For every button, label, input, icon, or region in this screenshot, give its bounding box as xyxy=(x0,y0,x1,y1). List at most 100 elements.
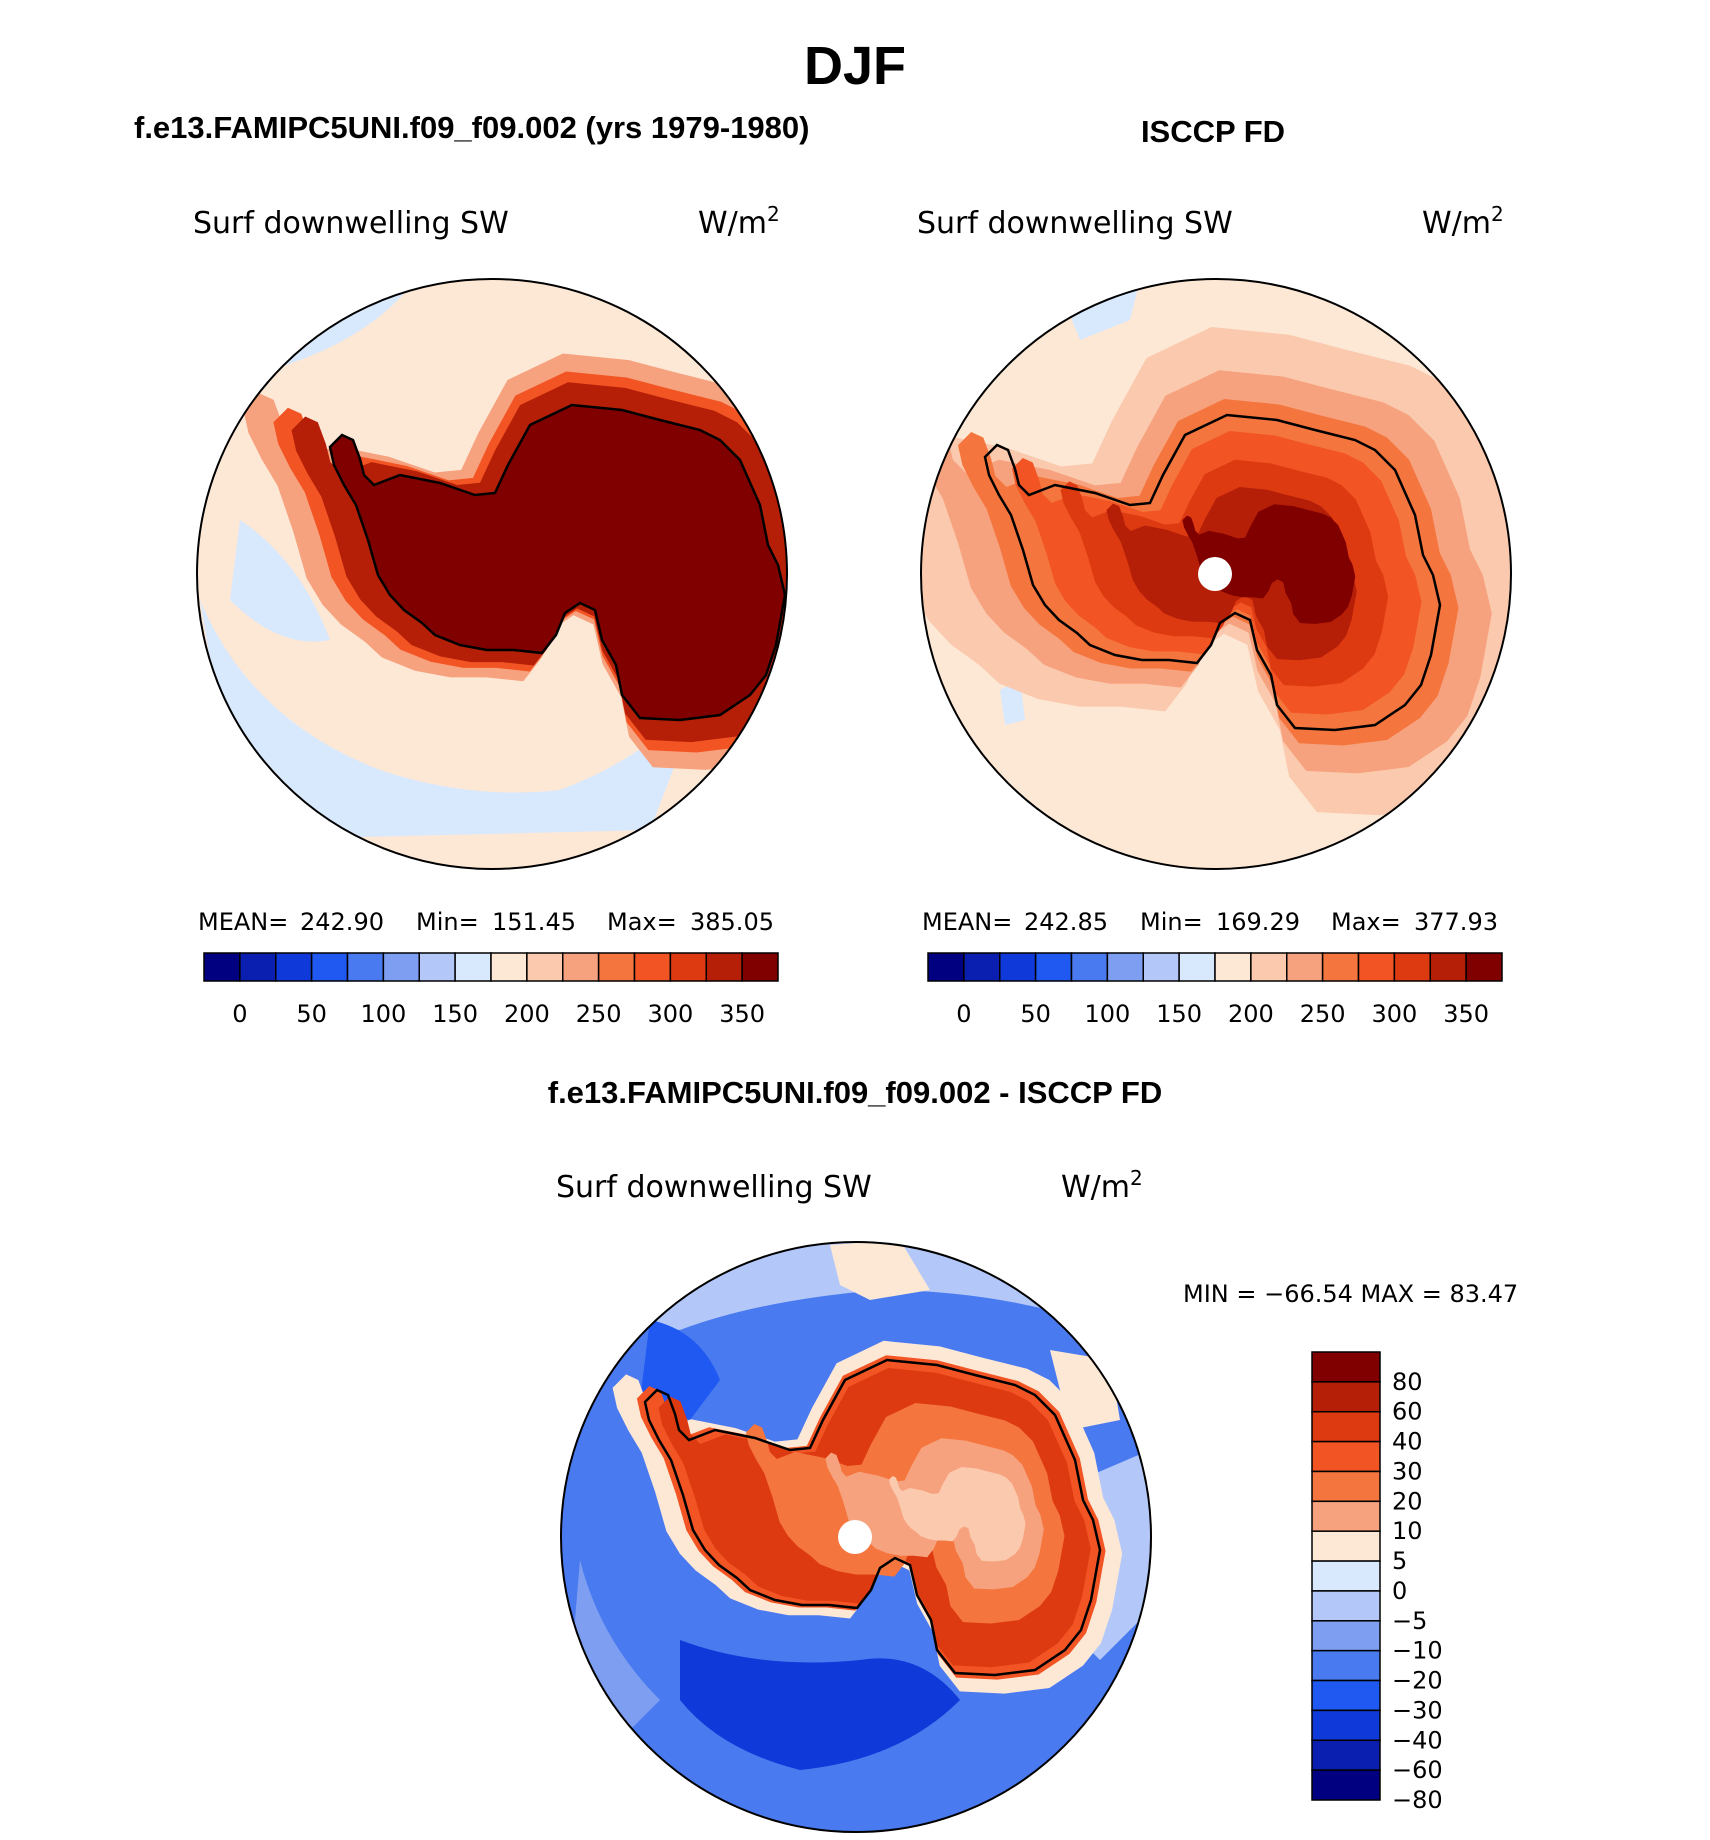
model-colorbar-swatch xyxy=(382,952,420,982)
diff-colorbar-swatch xyxy=(1311,1769,1381,1801)
diff-units-label: W/m2 xyxy=(1061,1166,1143,1205)
model-colorbar-swatch xyxy=(203,952,241,982)
obs-stats: MEAN= 242.85 Min= 169.29 Max= 377.93 xyxy=(922,908,1498,936)
model-units-label: W/m2 xyxy=(698,202,780,241)
diff-colorbar-swatch xyxy=(1311,1709,1381,1742)
diff-positive-patch-north xyxy=(830,1242,930,1300)
obs-colorbar-swatch xyxy=(1429,952,1467,982)
obs-variable-label: Surf downwelling SW xyxy=(917,206,1233,241)
diff-colorbar-tick-label: 20 xyxy=(1392,1487,1423,1515)
diff-colorbar-tick-label: −5 xyxy=(1392,1607,1427,1635)
diff-colorbar-swatch xyxy=(1311,1500,1381,1532)
model-colorbar-swatch xyxy=(310,952,349,982)
model-colorbar-swatch xyxy=(526,952,564,982)
diff-colorbar-tick-label: 10 xyxy=(1392,1517,1423,1545)
obs-colorbar: 0 50 100 150 200 250 300 350 xyxy=(927,952,1503,1028)
diff-colorbar-swatch xyxy=(1311,1381,1381,1413)
obs-colorbar-tick-label: 0 xyxy=(956,1000,971,1028)
diff-colorbar-swatch xyxy=(1311,1530,1381,1562)
diff-minmax-label: MIN = −66.54 MAX = 83.47 xyxy=(1183,1280,1518,1308)
obs-panel-heading: ISCCP FD xyxy=(1141,114,1285,149)
model-colorbar-swatch xyxy=(633,952,672,982)
diff-colorbar-swatch xyxy=(1311,1351,1381,1383)
model-colorbar-swatch xyxy=(275,952,313,982)
diff-colorbar-swatch xyxy=(1311,1410,1381,1443)
obs-panel: ISCCP FD Surf downwelling SW W/m2 MEAN= … xyxy=(917,114,1512,1028)
figure-title: DJF xyxy=(804,36,906,96)
model-colorbar-tick-label: 350 xyxy=(719,1000,765,1028)
model-panel: f.e13.FAMIPC5UNI.f09_f09.002 (yrs 1979-1… xyxy=(134,110,809,1028)
model-panel-heading: f.e13.FAMIPC5UNI.f09_f09.002 (yrs 1979-1… xyxy=(134,110,809,145)
obs-min-value: 169.29 xyxy=(1216,908,1300,936)
model-min-value: 151.45 xyxy=(492,908,576,936)
model-colorbar-tick-label: 50 xyxy=(296,1000,327,1028)
diff-colorbar-tick-label: −60 xyxy=(1392,1756,1443,1784)
diff-colorbar-tick-label: −20 xyxy=(1392,1667,1443,1695)
diff-colorbar-swatch xyxy=(1311,1679,1381,1712)
obs-colorbar-tick-label: 350 xyxy=(1443,1000,1489,1028)
obs-colorbar-tick-label: 50 xyxy=(1020,1000,1051,1028)
obs-missing-pole xyxy=(1198,557,1232,591)
model-low-sw-patch xyxy=(230,520,330,642)
obs-colorbar-swatch xyxy=(1142,952,1180,982)
obs-max-value: 377.93 xyxy=(1414,908,1498,936)
model-colorbar-swatch xyxy=(597,952,636,982)
obs-colorbar-swatch xyxy=(1393,952,1431,982)
diff-colorbar-swatch xyxy=(1311,1620,1381,1652)
model-colorbar-swatch xyxy=(454,952,492,982)
diff-colorbar-tick-label: 0 xyxy=(1392,1577,1407,1605)
model-mean-value: 242.90 xyxy=(300,908,384,936)
diff-panel-heading: f.e13.FAMIPC5UNI.f09_f09.002 - ISCCP FD xyxy=(548,1075,1162,1110)
model-colorbar-tick-label: 0 xyxy=(232,1000,247,1028)
obs-colorbar-swatch xyxy=(927,952,965,982)
model-max-label: Max= xyxy=(607,908,677,936)
model-mean-label: MEAN= xyxy=(198,908,288,936)
obs-colorbar-swatch xyxy=(1250,952,1288,982)
model-colorbar-swatch xyxy=(669,952,707,982)
diff-colorbar-tick-label: −10 xyxy=(1392,1637,1443,1665)
obs-colorbar-tick-label: 100 xyxy=(1084,1000,1130,1028)
obs-colorbar-swatch xyxy=(1106,952,1144,982)
model-max-value: 385.05 xyxy=(690,908,774,936)
model-min-label: Min= xyxy=(416,908,479,936)
obs-colorbar-swatch xyxy=(1178,952,1216,982)
obs-colorbar-tick-label: 250 xyxy=(1300,1000,1346,1028)
obs-min-label: Min= xyxy=(1140,908,1203,936)
diff-map xyxy=(561,1242,1151,1832)
diff-panel: f.e13.FAMIPC5UNI.f09_f09.002 - ISCCP FD … xyxy=(548,1075,1518,1833)
obs-map-border xyxy=(920,278,1512,870)
model-colorbar-tick-label: 300 xyxy=(647,1000,693,1028)
model-map-border xyxy=(196,278,788,870)
model-colorbar-tick-label: 100 xyxy=(360,1000,406,1028)
model-colorbar: 0 50 100 150 200 250 300 350 xyxy=(203,952,779,1028)
obs-units-label: W/m2 xyxy=(1422,202,1504,241)
diff-colorbar-tick-label: 30 xyxy=(1392,1457,1423,1485)
model-colorbar-swatch xyxy=(741,952,779,982)
model-map xyxy=(197,279,787,869)
model-colorbar-swatch xyxy=(490,952,528,982)
model-colorbar-tick-label: 150 xyxy=(432,1000,478,1028)
obs-colorbar-tick-label: 200 xyxy=(1228,1000,1274,1028)
model-stats: MEAN= 242.90 Min= 151.45 Max= 385.05 xyxy=(198,908,774,936)
model-colorbar-swatch xyxy=(705,952,743,982)
model-colorbar-swatch xyxy=(239,952,277,982)
diff-colorbar-tick-label: 5 xyxy=(1392,1547,1407,1575)
obs-colorbar-swatch xyxy=(1357,952,1396,982)
obs-colorbar-swatch xyxy=(1321,952,1360,982)
diff-colorbar-swatch xyxy=(1311,1590,1381,1622)
model-variable-label: Surf downwelling SW xyxy=(193,206,509,241)
diff-map-border xyxy=(560,1241,1152,1833)
model-colorbar-tick-label: 250 xyxy=(576,1000,622,1028)
obs-max-label: Max= xyxy=(1331,908,1401,936)
diff-colorbar-swatch xyxy=(1311,1470,1381,1503)
diff-colorbar-tick-label: −80 xyxy=(1392,1786,1443,1814)
obs-colorbar-swatch xyxy=(1070,952,1109,982)
obs-colorbar-swatch xyxy=(1214,952,1252,982)
obs-colorbar-tick-label: 300 xyxy=(1371,1000,1417,1028)
diff-colorbar-tick-label: 40 xyxy=(1392,1428,1423,1456)
diff-colorbar-tick-label: 80 xyxy=(1392,1368,1423,1396)
obs-colorbar-swatch xyxy=(1286,952,1324,982)
diff-colorbar-swatch xyxy=(1311,1739,1381,1771)
